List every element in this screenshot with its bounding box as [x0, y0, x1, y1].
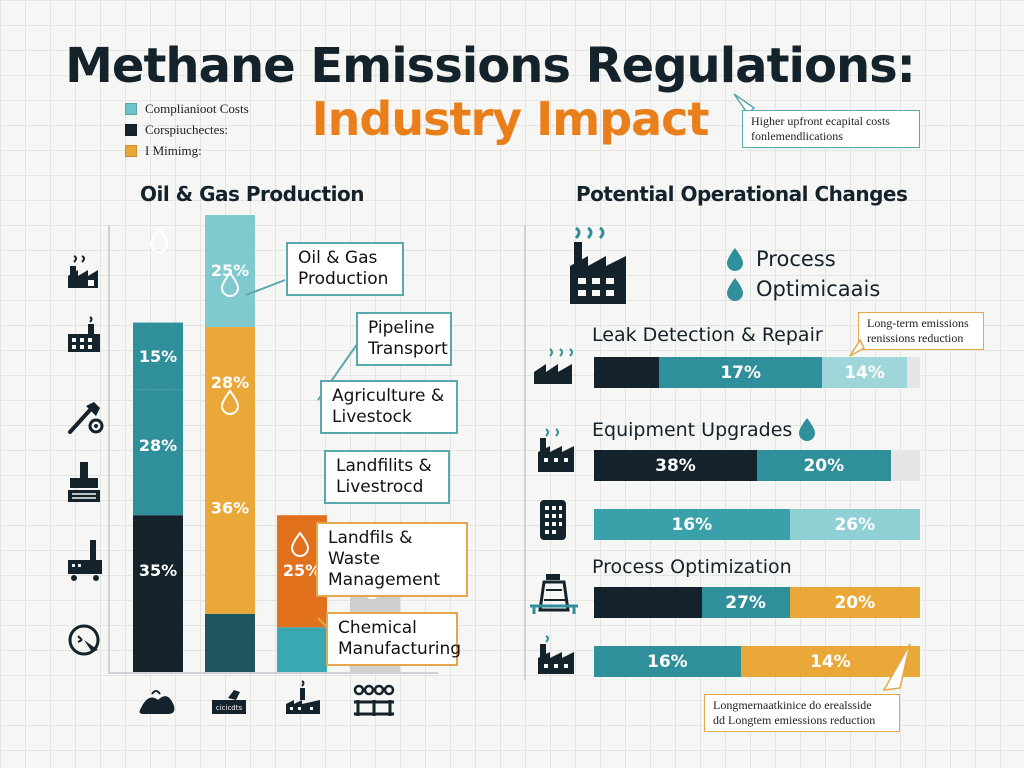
factory-row-icon [538, 428, 574, 472]
droplet-icon [799, 418, 815, 441]
note-upfront-costs: Higher upfront ecapital costs fonlemendl… [742, 110, 920, 148]
note-pointer [849, 338, 865, 357]
legend-label: Complianioot Costs [145, 101, 249, 116]
right-legend-optimization: Optimicaais [756, 277, 881, 301]
left-axis [108, 225, 110, 673]
svg-text:cicicdts: cicicdts [216, 704, 243, 712]
callout-chemical-manufacturing: Chemical Manufacturing [326, 612, 461, 666]
row-label-process-optimization: Process Optimization [592, 556, 792, 578]
callout-landfills-livestock: Landfilits & Livestrocd [324, 450, 450, 504]
row-label-equipment-upgrades: Equipment Upgrades [592, 419, 793, 441]
bar-0-label-2: 15% [139, 347, 177, 366]
legend-item-1: Corspiuchectes: [125, 122, 228, 138]
processing-plant-icon [68, 540, 102, 581]
bar-0-segment-0 [133, 515, 183, 672]
callout-pipeline-transport: Pipeline Transport [356, 312, 452, 366]
callout-oil-gas-production: Oil & Gas Production [286, 242, 404, 296]
droplet-icon [727, 248, 743, 271]
callout-agriculture-livestock: Agriculture & Livestock [320, 380, 458, 434]
bar-2-segment-0 [277, 627, 327, 672]
factory-icon [570, 226, 626, 304]
row-label-leak-detection: Leak Detection & Repair [592, 324, 823, 346]
legend-label: Corspiuchectes: [145, 122, 229, 137]
note-pointer [882, 643, 911, 691]
landfill-icon [286, 680, 320, 714]
chemical-plant-icon [353, 684, 395, 716]
legend-item-2: I Mimimg: [125, 143, 202, 159]
bar-2-label-1: 25% [283, 561, 321, 580]
bar-1-segment-1 [205, 452, 255, 614]
refinery-icon [68, 316, 100, 352]
bar-1-label-1: 36% [211, 498, 249, 517]
bar-0-label-0: 35% [139, 561, 177, 580]
legend-label: I Mimimg: [145, 143, 202, 158]
droplet-icon [220, 271, 240, 297]
factory-row-icon [538, 635, 574, 674]
legend-swatch [125, 103, 137, 115]
plant-icon [68, 462, 100, 502]
legend-swatch [125, 124, 137, 136]
pipeline-icon: cicicdts [212, 690, 246, 714]
bar-1-segment-0 [205, 613, 255, 672]
page-subtitle: Industry Impact [311, 92, 710, 146]
right-legend-process: Process [756, 247, 836, 271]
left-baseline [108, 672, 438, 674]
droplet-icon [220, 389, 240, 415]
right-axis [524, 225, 526, 680]
note-long-term: Long-term emissions renissions reduction [858, 312, 984, 350]
bar-1-label-3: 25% [211, 261, 249, 280]
factory-row-icon [534, 348, 573, 384]
droplet-icon [149, 227, 169, 253]
wrench-gear-icon [68, 402, 104, 434]
bar-1-label-2: 28% [211, 373, 249, 392]
right-section-title: Potential Operational Changes [576, 182, 908, 206]
droplet-icon [727, 278, 743, 301]
legend-item-0: Complianioot Costs [125, 101, 249, 117]
factory-icon [68, 255, 98, 288]
bar-0-label-1: 28% [139, 436, 177, 455]
note-bottom-long-term: Longmernaatkinice do erealsside dd Longt… [704, 694, 900, 732]
bar-0-segment-1 [133, 389, 183, 516]
page-title: Methane Emissions Regulations: [65, 38, 916, 94]
callout-landfills-waste: Landfils & Waste Management [316, 522, 468, 597]
gauge-icon [68, 624, 100, 656]
left-section-title: Oil & Gas Production [140, 182, 364, 206]
oil-spill-icon [139, 690, 175, 714]
oil-rig-icon [530, 574, 578, 614]
bar-0-segment-2 [133, 322, 183, 390]
bar-1-segment-3 [205, 215, 255, 328]
droplet-icon [290, 531, 310, 557]
control-panel-icon [540, 500, 566, 540]
legend-swatch [125, 145, 137, 157]
